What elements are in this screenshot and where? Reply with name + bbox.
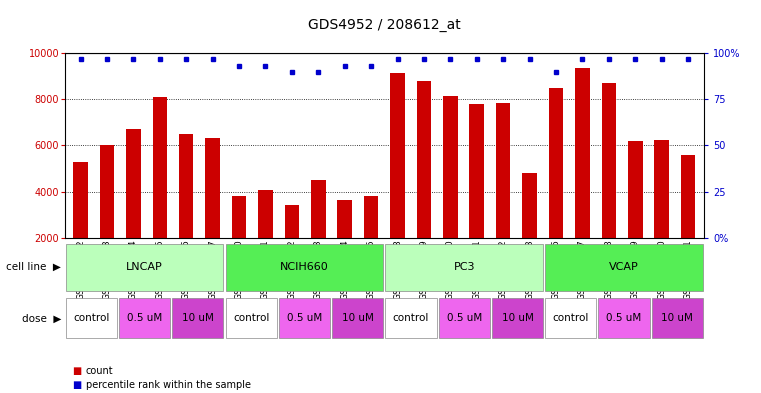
Bar bbox=[337, 200, 352, 284]
Bar bbox=[225, 298, 277, 338]
Text: 0.5 uM: 0.5 uM bbox=[287, 313, 322, 323]
Bar bbox=[545, 298, 597, 338]
Text: 0.5 uM: 0.5 uM bbox=[127, 313, 162, 323]
Text: control: control bbox=[552, 313, 589, 323]
Bar bbox=[285, 206, 299, 284]
Bar bbox=[279, 298, 330, 338]
Bar bbox=[575, 68, 590, 284]
Text: ■: ■ bbox=[72, 366, 81, 376]
Bar bbox=[205, 138, 220, 284]
Bar bbox=[443, 96, 457, 284]
Bar bbox=[470, 104, 484, 284]
Bar bbox=[681, 154, 696, 284]
Bar bbox=[179, 134, 193, 284]
Text: 0.5 uM: 0.5 uM bbox=[447, 313, 482, 323]
Text: 10 uM: 10 uM bbox=[501, 313, 533, 323]
Bar bbox=[385, 298, 437, 338]
Bar bbox=[332, 298, 384, 338]
Text: 10 uM: 10 uM bbox=[342, 313, 374, 323]
Text: GDS4952 / 208612_at: GDS4952 / 208612_at bbox=[308, 18, 460, 32]
Bar bbox=[628, 141, 642, 284]
Bar bbox=[417, 81, 431, 284]
Text: cell line  ▶: cell line ▶ bbox=[6, 262, 61, 272]
Bar bbox=[385, 244, 543, 291]
Text: PC3: PC3 bbox=[454, 262, 475, 272]
Bar bbox=[651, 298, 703, 338]
Text: 10 uM: 10 uM bbox=[661, 313, 693, 323]
Bar bbox=[364, 196, 378, 284]
Bar bbox=[598, 298, 650, 338]
Bar bbox=[654, 140, 669, 284]
Text: VCAP: VCAP bbox=[609, 262, 639, 272]
Text: count: count bbox=[86, 366, 113, 376]
Bar bbox=[152, 97, 167, 284]
Bar bbox=[492, 298, 543, 338]
Text: NCIH660: NCIH660 bbox=[280, 262, 329, 272]
Bar bbox=[73, 162, 88, 284]
Bar bbox=[258, 191, 272, 284]
Bar bbox=[522, 173, 537, 284]
Text: control: control bbox=[233, 313, 269, 323]
Text: control: control bbox=[73, 313, 110, 323]
Bar bbox=[100, 145, 114, 284]
Text: LNCAP: LNCAP bbox=[126, 262, 163, 272]
Bar bbox=[390, 73, 405, 284]
Text: 10 uM: 10 uM bbox=[182, 313, 214, 323]
Bar bbox=[65, 244, 224, 291]
Text: 0.5 uM: 0.5 uM bbox=[607, 313, 642, 323]
Bar bbox=[119, 298, 170, 338]
Text: percentile rank within the sample: percentile rank within the sample bbox=[86, 380, 251, 390]
Text: ■: ■ bbox=[72, 380, 81, 390]
Bar bbox=[232, 196, 247, 284]
Bar bbox=[496, 103, 511, 284]
Bar bbox=[311, 180, 326, 284]
Bar bbox=[172, 298, 224, 338]
Text: control: control bbox=[393, 313, 429, 323]
Bar bbox=[126, 129, 141, 284]
Bar bbox=[225, 244, 384, 291]
Bar bbox=[601, 83, 616, 284]
Bar bbox=[65, 298, 117, 338]
Text: dose  ▶: dose ▶ bbox=[21, 313, 61, 323]
Bar bbox=[545, 244, 703, 291]
Bar bbox=[549, 88, 563, 284]
Bar bbox=[438, 298, 490, 338]
